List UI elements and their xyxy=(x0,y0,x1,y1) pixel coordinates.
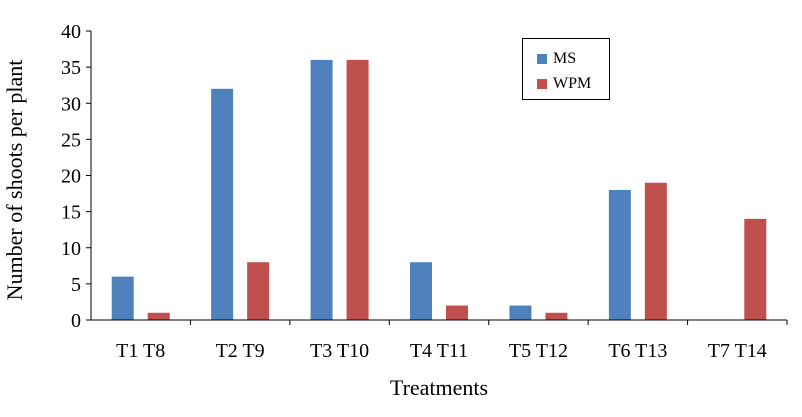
bar-ms-1 xyxy=(111,276,134,320)
y-tick-label: 35 xyxy=(61,57,81,79)
bar-wpm-7 xyxy=(744,218,767,320)
x-axis-title: Treatments xyxy=(390,375,488,400)
y-tick-label: 5 xyxy=(71,274,81,296)
y-tick-label: 25 xyxy=(61,129,81,151)
bar-ms-3 xyxy=(310,59,333,321)
x-category-label: T6 T13 xyxy=(608,340,667,362)
x-category-label: T4 T11 xyxy=(410,340,468,362)
y-tick-label: 15 xyxy=(61,202,81,224)
legend-swatch-ms xyxy=(537,54,547,64)
bar-wpm-2 xyxy=(247,262,270,320)
x-category-label: T7 T14 xyxy=(708,340,767,362)
legend-item-wpm: WPM xyxy=(537,74,591,94)
y-tick-label: 20 xyxy=(61,166,81,188)
legend-label-ms: MS xyxy=(553,50,577,67)
bar-ms-5 xyxy=(509,305,532,320)
bar-wpm-6 xyxy=(644,182,667,320)
y-axis-title: Number of shoots per plant xyxy=(2,60,27,301)
y-tick-label: 40 xyxy=(61,21,81,43)
y-tick-label: 30 xyxy=(61,93,81,115)
legend: MS WPM xyxy=(522,38,610,100)
bar-wpm-5 xyxy=(545,312,568,320)
y-axis-ticks: 0 5 10 15 20 25 30 35 40 xyxy=(61,21,91,332)
x-category-label: T3 T10 xyxy=(310,340,369,362)
bars xyxy=(111,59,767,321)
y-tick-label: 0 xyxy=(71,310,81,332)
bar-ms-4 xyxy=(410,262,432,320)
bar-ms-2 xyxy=(211,88,234,320)
x-category-label: T5 T12 xyxy=(509,340,568,362)
bar-wpm-1 xyxy=(147,312,170,320)
legend-swatch-wpm xyxy=(537,79,547,89)
x-axis-categories: T1 T8 T2 T9 T3 T10 T4 T11 T5 T12 T6 T13 T7 T14 xyxy=(116,320,788,362)
legend-label-wpm: WPM xyxy=(553,75,592,92)
bar-wpm-3 xyxy=(346,59,369,321)
y-tick-label: 10 xyxy=(61,238,81,260)
x-category-label: T2 T9 xyxy=(216,340,265,362)
legend-item-ms: MS xyxy=(537,49,576,69)
x-category-label: T1 T8 xyxy=(116,340,165,362)
bar-wpm-4 xyxy=(446,305,468,320)
bar-ms-6 xyxy=(608,189,631,320)
